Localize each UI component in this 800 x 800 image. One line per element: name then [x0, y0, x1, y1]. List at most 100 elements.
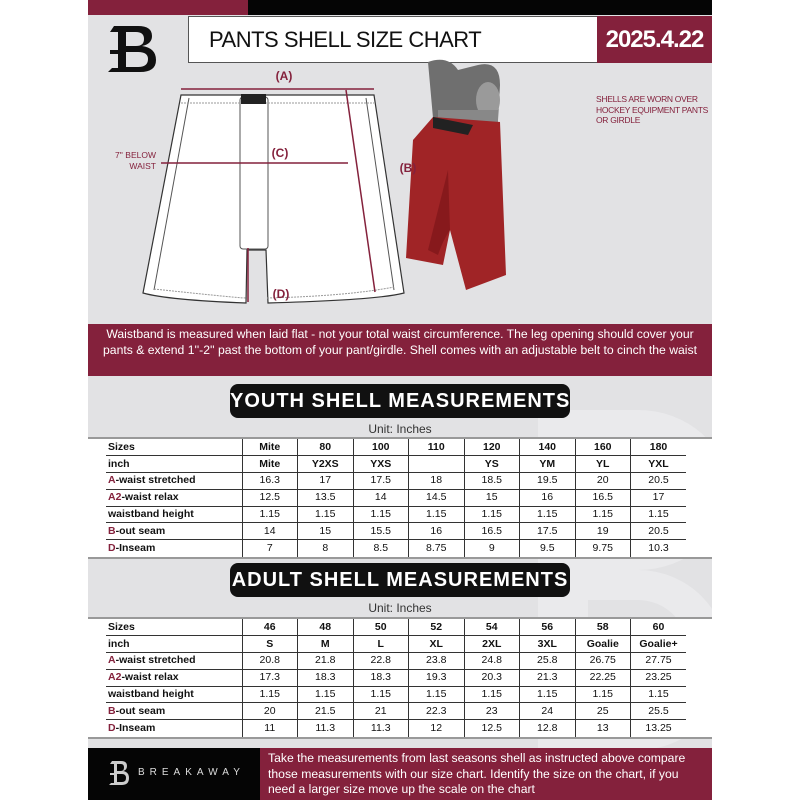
table-cell: 1.15 [630, 506, 686, 524]
table-row: A-waist stretched 20.8 21.8 22.8 23.8 24.8 25.… [106, 652, 686, 670]
table-row: A2-waist relax 12.5 13.5 14 14.5 15 16 16.5 17 [106, 489, 686, 507]
youth-size-table: Sizes Mite 80 100 110 120 140 160 180 inch Mite Y2X… [106, 439, 686, 557]
row-label: A-waist stretched [106, 652, 242, 670]
table-cell: XL [408, 635, 464, 654]
table-cell: 13 [574, 719, 631, 737]
table-cell: 46 [241, 619, 298, 637]
table-cell: 17 [297, 472, 353, 490]
table-cell: 140 [519, 439, 575, 457]
date-badge: 2025.4.22 [597, 16, 712, 63]
measure-name: -waist stretched [115, 474, 196, 487]
table-cell: 58 [574, 619, 631, 637]
label-c: (C) [272, 146, 289, 160]
hockey-pants-photo [406, 59, 506, 290]
table-cell: 16.5 [463, 522, 520, 541]
table-cell: YXS [352, 455, 409, 474]
row-label: B-out seam [106, 702, 242, 721]
table-cell: 23.25 [630, 669, 686, 687]
table-cell: 11.3 [352, 719, 409, 737]
row-label: D-Inseam [106, 540, 242, 557]
table-cell: Mite [241, 439, 298, 457]
table-row: inch Mite Y2XS YXS YS YM YL YXL [106, 455, 686, 474]
table-cell: 24 [519, 702, 575, 721]
table-cell: 21.5 [297, 702, 353, 721]
table-cell: 11 [241, 719, 298, 737]
table-cell: 19.5 [519, 472, 575, 490]
table-cell: 14 [241, 522, 298, 541]
table-cell: 21.8 [297, 652, 353, 670]
table-cell: 25.8 [519, 652, 575, 670]
youth-table-container: Sizes Mite 80 100 110 120 140 160 180 inch Mite Y2X… [88, 437, 712, 559]
table-cell: 17.3 [241, 669, 298, 687]
table-cell: 16 [519, 489, 575, 507]
label-b: (B) [400, 161, 417, 175]
table-row: B-out seam 20 21.5 21 22.3 23 24 25 25.5 [106, 702, 686, 721]
table-cell: 25.5 [630, 702, 686, 721]
table-cell: 7 [241, 539, 298, 557]
table-cell: 160 [574, 439, 631, 457]
table-cell: Mite [241, 455, 298, 474]
table-cell: 8 [297, 539, 353, 557]
table-cell: M [297, 635, 353, 654]
table-row: inch S M L XL 2XL 3XL Goalie Goalie+ [106, 635, 686, 654]
table-cell: 110 [408, 439, 464, 457]
table-cell: 8.75 [408, 539, 464, 557]
adult-heading: ADULT SHELL MEASUREMENTS [230, 563, 570, 597]
measure-code: D [108, 541, 116, 554]
measure-name: -Inseam [115, 721, 156, 734]
table-cell: 1.15 [241, 686, 298, 704]
table-cell: 20 [574, 472, 631, 490]
table-cell: 25 [574, 702, 631, 721]
table-cell: 24.8 [463, 652, 520, 670]
size-chart-page: PANTS SHELL SIZE CHART 2025.4.22 (A) (C)… [88, 0, 712, 800]
table-cell: 54 [463, 619, 520, 637]
measure-name: waistband height [108, 508, 194, 521]
top-accent-bar [88, 0, 248, 15]
table-cell: 20.5 [630, 472, 686, 490]
row-label: D-Inseam [106, 720, 242, 737]
table-cell: 1.15 [463, 686, 520, 704]
row-label: A2-waist relax [106, 669, 242, 687]
table-cell: 100 [352, 439, 409, 457]
table-cell: 56 [519, 619, 575, 637]
measure-name: -waist relax [121, 671, 179, 684]
measure-code: A2 [108, 491, 122, 504]
top-black-bar [248, 0, 712, 15]
table-cell: 60 [630, 619, 686, 637]
measure-name: Sizes [108, 620, 135, 633]
measure-name: -out seam [115, 704, 166, 717]
table-cell: 1.15 [352, 506, 409, 524]
table-cell: 23.8 [408, 652, 464, 670]
table-cell: YL [574, 455, 631, 474]
table-cell: 16.5 [574, 489, 631, 507]
table-cell: 1.15 [408, 686, 464, 704]
table-row: D-Inseam 7 8 8.5 8.75 9 9.5 9.75 10.3 [106, 539, 686, 557]
table-cell: 18.3 [297, 669, 353, 687]
row-label: Sizes [106, 619, 242, 637]
breakaway-logo-icon [108, 26, 156, 72]
table-cell: 19.3 [408, 669, 464, 687]
table-row: waistband height 1.15 1.15 1.15 1.15 1.15 1.15… [106, 506, 686, 524]
table-cell: S [241, 635, 298, 654]
table-cell: 52 [408, 619, 464, 637]
measure-code: A [108, 474, 116, 487]
table-cell: 13.25 [630, 719, 686, 737]
table-cell: 1.15 [630, 686, 686, 704]
table-cell: 1.15 [408, 506, 464, 524]
table-cell: 26.75 [574, 652, 631, 670]
table-cell: 10.3 [630, 539, 686, 557]
table-cell: 1.15 [574, 686, 631, 704]
table-cell: 18 [408, 472, 464, 490]
measure-name: -out seam [115, 524, 166, 537]
table-row: waistband height 1.15 1.15 1.15 1.15 1.15 1.15… [106, 686, 686, 704]
table-cell: 21.3 [519, 669, 575, 687]
row-label: A2-waist relax [106, 489, 242, 507]
table-cell: 1.15 [519, 686, 575, 704]
measure-code: D [108, 721, 116, 734]
measure-name: Sizes [108, 440, 135, 453]
row-label: inch [106, 635, 242, 654]
table-cell: 120 [463, 439, 520, 457]
table-cell: 23 [463, 702, 520, 721]
footer-instructions: Take the measurements from last seasons … [260, 748, 712, 800]
table-cell: 16 [408, 522, 464, 541]
